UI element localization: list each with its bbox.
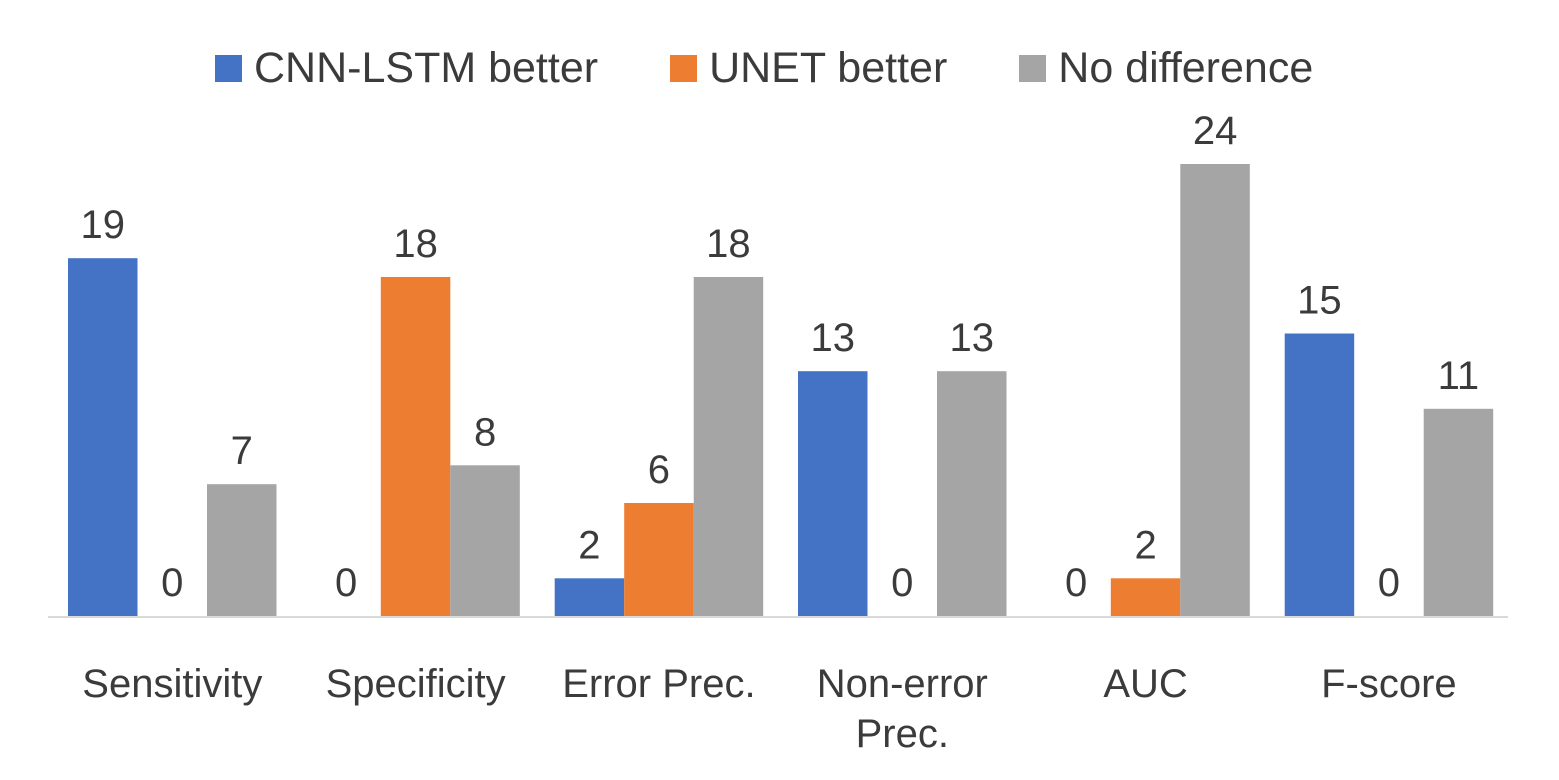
legend-item-no-difference: No difference — [1019, 44, 1313, 93]
legend-item-unet: UNET better — [670, 44, 947, 93]
legend-label-unet: UNET better — [709, 44, 948, 92]
legend: CNN-LSTM better UNET better No differenc… — [215, 44, 1313, 93]
x-tick-label: Error Prec. — [562, 662, 755, 706]
data-label: 13 — [950, 316, 995, 360]
legend-swatch-unet — [670, 55, 698, 82]
x-tick-label: AUC — [1103, 662, 1187, 706]
data-label: 2 — [578, 523, 600, 567]
data-label: 0 — [335, 561, 357, 605]
bar-no-difference-3 — [937, 371, 1007, 616]
legend-label-cnn-lstm: CNN-LSTM better — [254, 44, 599, 92]
data-label: 6 — [648, 448, 670, 492]
bar-unet-better-2 — [624, 503, 694, 616]
bar-no-difference-5 — [1423, 408, 1494, 616]
data-label: 7 — [231, 429, 253, 473]
data-label: 2 — [1134, 523, 1156, 567]
bar-no-difference-2 — [693, 277, 764, 616]
bar-no-difference-0 — [207, 484, 277, 616]
bar-cnn-lstm-better-5 — [1284, 333, 1355, 616]
data-label: 0 — [161, 561, 183, 605]
data-label: 13 — [811, 316, 856, 360]
data-label: 24 — [1193, 109, 1238, 153]
x-tick-label: Non-error — [817, 662, 988, 706]
bar-cnn-lstm-better-0 — [68, 258, 138, 616]
bar-cnn-lstm-better-3 — [798, 371, 868, 616]
bar-no-difference-4 — [1180, 164, 1250, 616]
data-label: 11 — [1438, 354, 1480, 398]
legend-swatch-no-difference — [1019, 55, 1047, 82]
data-label: 18 — [706, 222, 751, 266]
legend-swatch-cnn-lstm — [215, 55, 242, 82]
data-label: 0 — [1065, 561, 1087, 605]
data-label: 0 — [891, 561, 913, 605]
x-tick-label: F-score — [1321, 662, 1457, 706]
data-label: 0 — [1378, 561, 1400, 605]
data-label: 8 — [474, 410, 496, 454]
x-tick-label: Prec. — [856, 712, 949, 756]
x-tick-label: Specificity — [326, 662, 506, 706]
data-label: 19 — [81, 203, 126, 247]
bar-unet-better-4 — [1110, 578, 1181, 616]
legend-label-no-difference: No difference — [1058, 44, 1314, 92]
bar-no-difference-1 — [450, 465, 520, 616]
x-tick-label: Sensitivity — [82, 662, 262, 706]
bar-cnn-lstm-better-2 — [554, 578, 625, 616]
data-label: 15 — [1297, 279, 1342, 323]
legend-item-cnn-lstm: CNN-LSTM better — [215, 44, 598, 93]
bar-unet-better-1 — [380, 277, 451, 616]
data-label: 18 — [393, 222, 438, 266]
